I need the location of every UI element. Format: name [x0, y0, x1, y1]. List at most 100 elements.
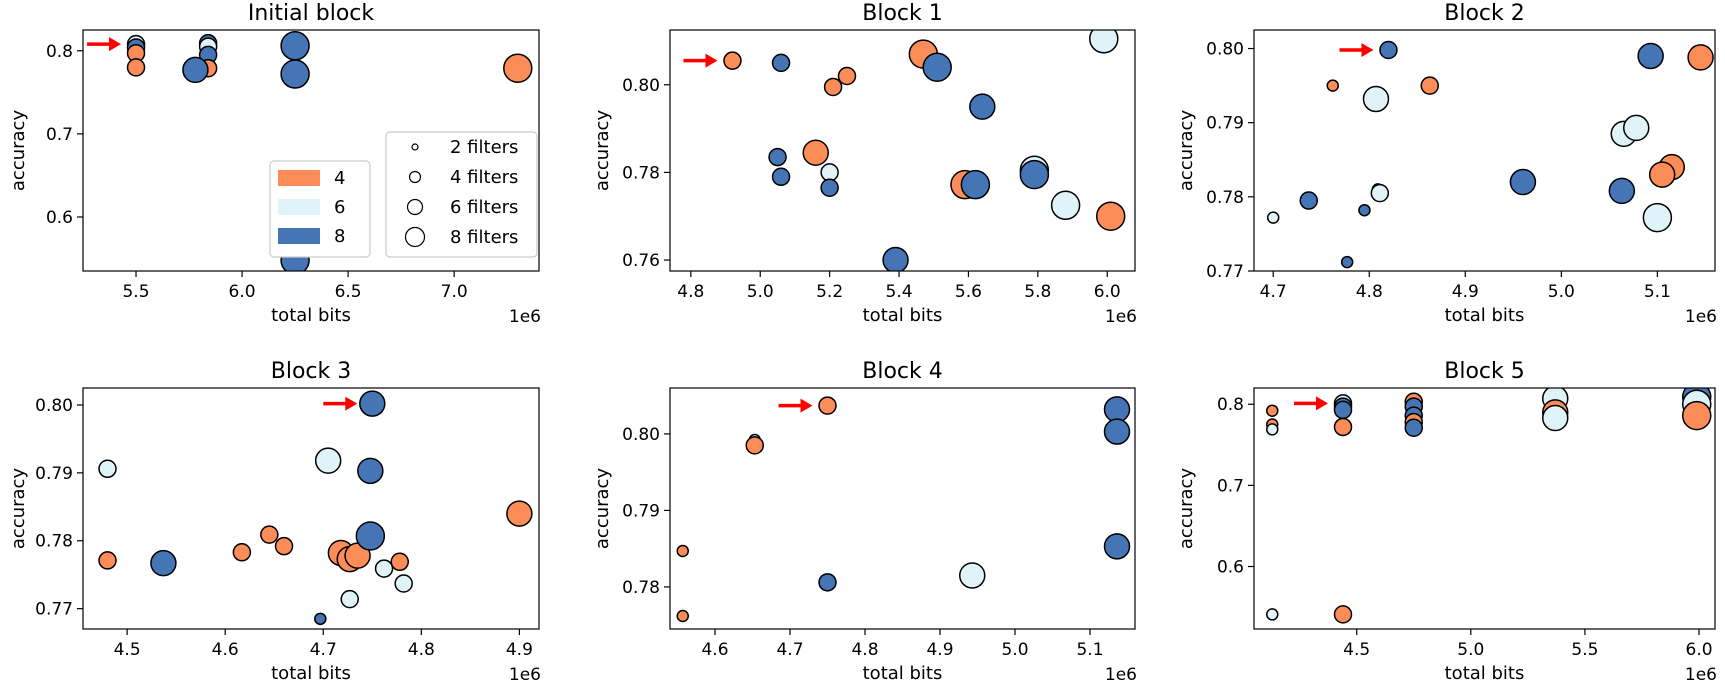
selection-arrowhead [1316, 396, 1329, 411]
legend-label: 6 [334, 197, 345, 218]
data-point [355, 521, 386, 551]
data-point [1095, 201, 1126, 231]
legend-marker [406, 198, 424, 216]
data-point [1541, 404, 1569, 432]
data-point [359, 390, 386, 417]
data-point [820, 178, 839, 197]
data-point [1358, 203, 1371, 217]
selection-arrowhead [705, 53, 718, 68]
data-point [959, 562, 986, 589]
data-point [1326, 79, 1340, 92]
y-tick-label: 0.7 [1217, 476, 1244, 496]
x-tick-label: 6.0 [229, 282, 256, 302]
data-point [126, 58, 146, 77]
x-tick-label: 4.5 [1343, 640, 1370, 660]
y-tick-label: 0.80 [622, 76, 660, 96]
y-axis-label: accuracy [8, 110, 29, 192]
data-point [676, 544, 689, 558]
legend-swatch [278, 228, 320, 244]
data-point [1266, 608, 1279, 621]
data-point [1266, 404, 1279, 417]
y-axis-label: accuracy [1176, 468, 1197, 550]
data-point [1642, 202, 1673, 233]
subplot-6: Block 5 4.5 5.0 5.5 6.0 0.6 0.7 0.8 total bits ac… [1176, 359, 1717, 685]
data-point [232, 543, 252, 562]
x-tick-label: 5.1 [1644, 282, 1671, 302]
subplot-title: Block 4 [862, 359, 943, 384]
data-point [1509, 168, 1537, 196]
subplot-2: Block 1 4.8 5.0 5.2 5.4 5.6 5.8 6.0 0.76 0.78 0.80… [592, 1, 1137, 327]
subplot-title: Block 3 [271, 359, 352, 384]
x-tick-label: 4.8 [408, 640, 435, 660]
data-point [394, 574, 413, 593]
plot-frame [1253, 29, 1716, 272]
data-point [676, 609, 689, 623]
data-point [280, 59, 310, 89]
points-layer [676, 396, 1131, 623]
y-tick-label: 0.7 [46, 125, 73, 145]
data-point [823, 77, 843, 97]
x-tick-label: 5.6 [955, 282, 982, 302]
data-point [771, 167, 791, 187]
data-point [98, 459, 117, 479]
subplot-4: Block 3 4.5 4.6 4.7 4.8 4.9 0.77 0.78 0.79 0.80 to… [8, 359, 541, 685]
y-tick-label: 0.78 [622, 163, 660, 183]
data-point [1103, 533, 1131, 560]
data-point [374, 559, 394, 578]
points-layer [1266, 388, 1712, 624]
y-tick-label: 0.8 [46, 42, 73, 62]
x-tick-label: 4.9 [926, 640, 953, 660]
data-point [802, 139, 829, 166]
data-point [1019, 159, 1050, 190]
data-point [768, 147, 787, 167]
data-point [1050, 190, 1081, 221]
selection-arrowhead [109, 37, 122, 52]
y-tick-label: 0.78 [1206, 188, 1244, 208]
legend-swatch [278, 170, 320, 186]
data-point [1103, 418, 1131, 445]
y-tick-label: 0.6 [1217, 558, 1244, 578]
plot-frame [82, 387, 540, 630]
subplot-title: Block 1 [862, 1, 943, 26]
selection-arrowhead [345, 396, 358, 411]
plot-frame [1253, 387, 1716, 630]
x-tick-label: 5.5 [122, 282, 149, 302]
data-point [1648, 161, 1676, 188]
y-axis-label: accuracy [8, 468, 29, 550]
data-point [1681, 400, 1712, 431]
x-tick-label: 5.0 [747, 282, 774, 302]
selection-arrowhead [800, 398, 813, 413]
x-offset-label: 1e6 [1105, 307, 1137, 327]
x-tick-label: 5.8 [1024, 282, 1051, 302]
data-point [1299, 191, 1318, 210]
legend-box [385, 131, 538, 258]
x-tick-label: 5.4 [886, 282, 913, 302]
y-tick-label: 0.80 [1206, 40, 1244, 60]
data-point [1340, 255, 1354, 269]
data-point [1362, 85, 1390, 113]
x-tick-label: 5.5 [1571, 640, 1598, 660]
data-point [771, 53, 791, 73]
y-tick-label: 0.80 [622, 425, 660, 445]
data-point [340, 589, 359, 609]
data-point [357, 457, 384, 485]
points-layer [723, 30, 1126, 271]
x-tick-label: 4.8 [851, 640, 878, 660]
data-point [745, 436, 764, 455]
x-axis-label: total bits [1445, 305, 1525, 326]
data-point [314, 612, 327, 626]
subplot-1: Initial block 5.5 6.0 6.5 7.0 0.6 0.7 0.8 total … [8, 1, 541, 327]
x-tick-label: 4.9 [506, 640, 533, 660]
data-point [150, 549, 177, 577]
selection-arrowhead [1361, 43, 1374, 58]
x-tick-label: 5.1 [1076, 640, 1103, 660]
data-point [820, 163, 839, 182]
x-tick-label: 5.2 [816, 282, 843, 302]
y-tick-label: 0.77 [1206, 262, 1244, 282]
plot-frame [669, 387, 1136, 630]
x-tick-label: 4.9 [1452, 282, 1479, 302]
size-legend: 2 filters 4 filters 6 filters 8 filters [385, 131, 538, 258]
subplot-3: Block 2 4.7 4.8 4.9 5.0 5.1 0.77 0.78 0.79 0.80 to… [1176, 1, 1717, 327]
plot-frame [669, 29, 1136, 272]
x-offset-label: 1e6 [1685, 307, 1717, 327]
